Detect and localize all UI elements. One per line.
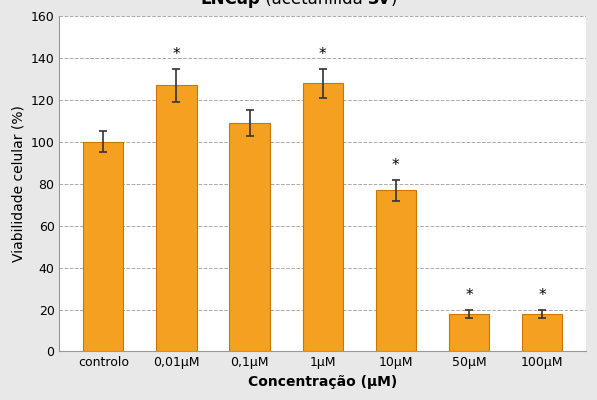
Text: ): ) bbox=[390, 0, 397, 8]
Y-axis label: Viabilidade celular (%): Viabilidade celular (%) bbox=[11, 105, 25, 262]
Text: 3v: 3v bbox=[368, 0, 390, 8]
Text: *: * bbox=[392, 158, 399, 173]
Bar bbox=[83, 142, 124, 352]
Bar bbox=[156, 85, 196, 352]
Bar bbox=[229, 123, 270, 352]
Text: *: * bbox=[173, 47, 180, 62]
Bar bbox=[303, 83, 343, 352]
Text: *: * bbox=[319, 47, 327, 62]
Bar bbox=[449, 314, 489, 352]
Bar bbox=[376, 190, 416, 352]
Text: *: * bbox=[465, 288, 473, 303]
Text: *: * bbox=[538, 288, 546, 303]
Text: LNCap: LNCap bbox=[200, 0, 260, 8]
Text: (acetanilida: (acetanilida bbox=[260, 0, 368, 8]
Bar bbox=[522, 314, 562, 352]
X-axis label: Concentração (μM): Concentração (μM) bbox=[248, 375, 397, 389]
